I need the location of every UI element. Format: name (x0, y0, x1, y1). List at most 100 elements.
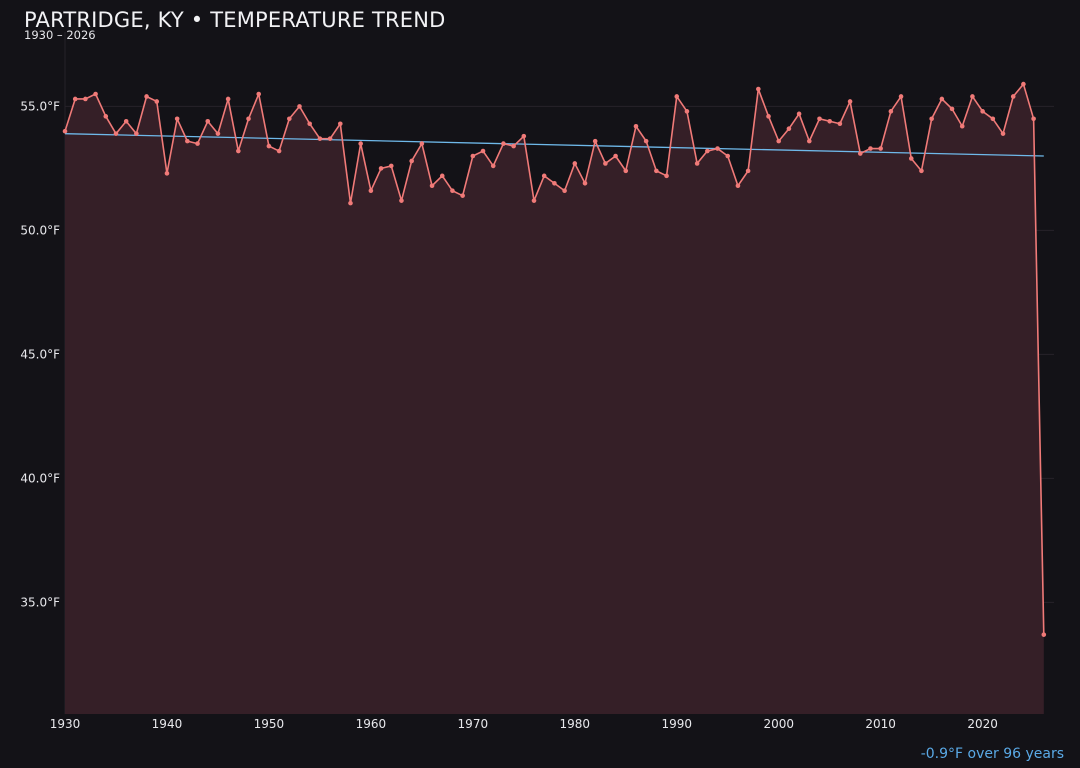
data-point (572, 161, 578, 166)
data-point (817, 116, 822, 122)
data-point (694, 161, 700, 166)
data-point (429, 183, 435, 189)
data-point (409, 158, 414, 164)
data-point (1031, 116, 1036, 122)
data-point (990, 116, 996, 122)
x-tick-label: 1940 (152, 717, 183, 731)
trend-line (64, 133, 1044, 157)
data-point (633, 123, 639, 129)
data-point (368, 188, 374, 194)
data-point (837, 121, 843, 127)
data-point (185, 138, 190, 144)
data-point (939, 96, 945, 102)
data-point (776, 138, 782, 144)
data-point (562, 188, 567, 194)
data-point (888, 109, 894, 114)
x-tick-label: 2000 (763, 717, 794, 731)
data-point (337, 121, 343, 127)
data-point (623, 168, 629, 174)
data-point (766, 114, 771, 119)
data-point (480, 148, 486, 154)
data-point (174, 116, 180, 122)
data-point (276, 148, 282, 154)
y-tick-label: 55.0°F (20, 99, 60, 113)
data-point (745, 168, 751, 174)
data-point (725, 153, 731, 159)
data-point (83, 96, 88, 102)
data-point (460, 193, 465, 198)
data-point (72, 96, 78, 102)
data-point (388, 163, 394, 169)
data-point (103, 114, 109, 119)
data-point (592, 138, 598, 144)
x-tick-label: 2010 (865, 717, 896, 731)
data-point (949, 106, 955, 112)
data-point (266, 143, 272, 149)
data-point (195, 141, 200, 146)
x-tick-label: 2020 (967, 717, 998, 731)
data-point (541, 173, 547, 179)
x-axis-ticks: 1930 1940 1950 1960 1970 1980 1990 2000 2010 2020 (50, 717, 998, 731)
data-point (93, 91, 98, 97)
point-layer (62, 81, 1047, 637)
data-point (439, 173, 445, 179)
y-tick-label: 35.0°F (20, 595, 60, 609)
data-point (521, 133, 527, 139)
x-tick-label: 1980 (560, 717, 591, 731)
data-point (715, 146, 720, 151)
x-tick-label: 1950 (254, 717, 285, 731)
data-point (348, 200, 353, 206)
data-point (735, 183, 741, 189)
x-tick-label: 1930 (50, 717, 81, 731)
data-point (246, 116, 251, 122)
trend-layer (64, 133, 1044, 157)
chart-subtitle: 1930 – 2026 (24, 28, 96, 42)
data-point (205, 118, 211, 124)
data-point (654, 168, 659, 174)
data-point (552, 180, 557, 186)
data-point (908, 156, 914, 161)
data-point (847, 99, 853, 104)
data-point (643, 138, 649, 144)
data-point (919, 168, 924, 174)
data-point (531, 198, 537, 203)
x-tick-label: 1970 (458, 717, 489, 731)
data-point (307, 121, 313, 127)
y-axis-ticks: 35.0°F 40.0°F 45.0°F 50.0°F 55.0°F (20, 99, 60, 609)
data-point (123, 118, 129, 124)
data-point (705, 148, 710, 154)
area-layer (65, 84, 1044, 714)
data-point (470, 153, 476, 159)
data-point (236, 148, 241, 154)
data-point (878, 146, 883, 151)
data-point (970, 94, 975, 99)
data-point (358, 141, 363, 146)
data-point (1041, 632, 1047, 637)
data-point (796, 111, 802, 117)
data-point (1021, 81, 1026, 87)
data-point (756, 86, 761, 92)
data-point (225, 96, 231, 102)
data-point (664, 173, 669, 179)
data-point (113, 131, 119, 136)
data-point (490, 163, 496, 169)
data-point (959, 123, 965, 129)
data-point (1010, 94, 1016, 99)
change-summary-note: -0.9°F over 96 years (920, 746, 1064, 762)
data-point (786, 126, 792, 132)
data-point (327, 136, 333, 141)
data-point (134, 131, 139, 136)
data-point (603, 161, 608, 166)
data-point (399, 198, 404, 203)
data-point (287, 116, 292, 122)
series-area-fill (65, 84, 1044, 714)
data-point (1000, 131, 1006, 136)
x-tick-label: 1990 (661, 717, 692, 731)
data-point (419, 141, 425, 146)
x-tick-label: 1960 (356, 717, 387, 731)
data-point (582, 180, 588, 186)
chart-title: PARTRIDGE, KY • TEMPERATURE TREND (24, 8, 446, 32)
data-point (898, 94, 904, 99)
